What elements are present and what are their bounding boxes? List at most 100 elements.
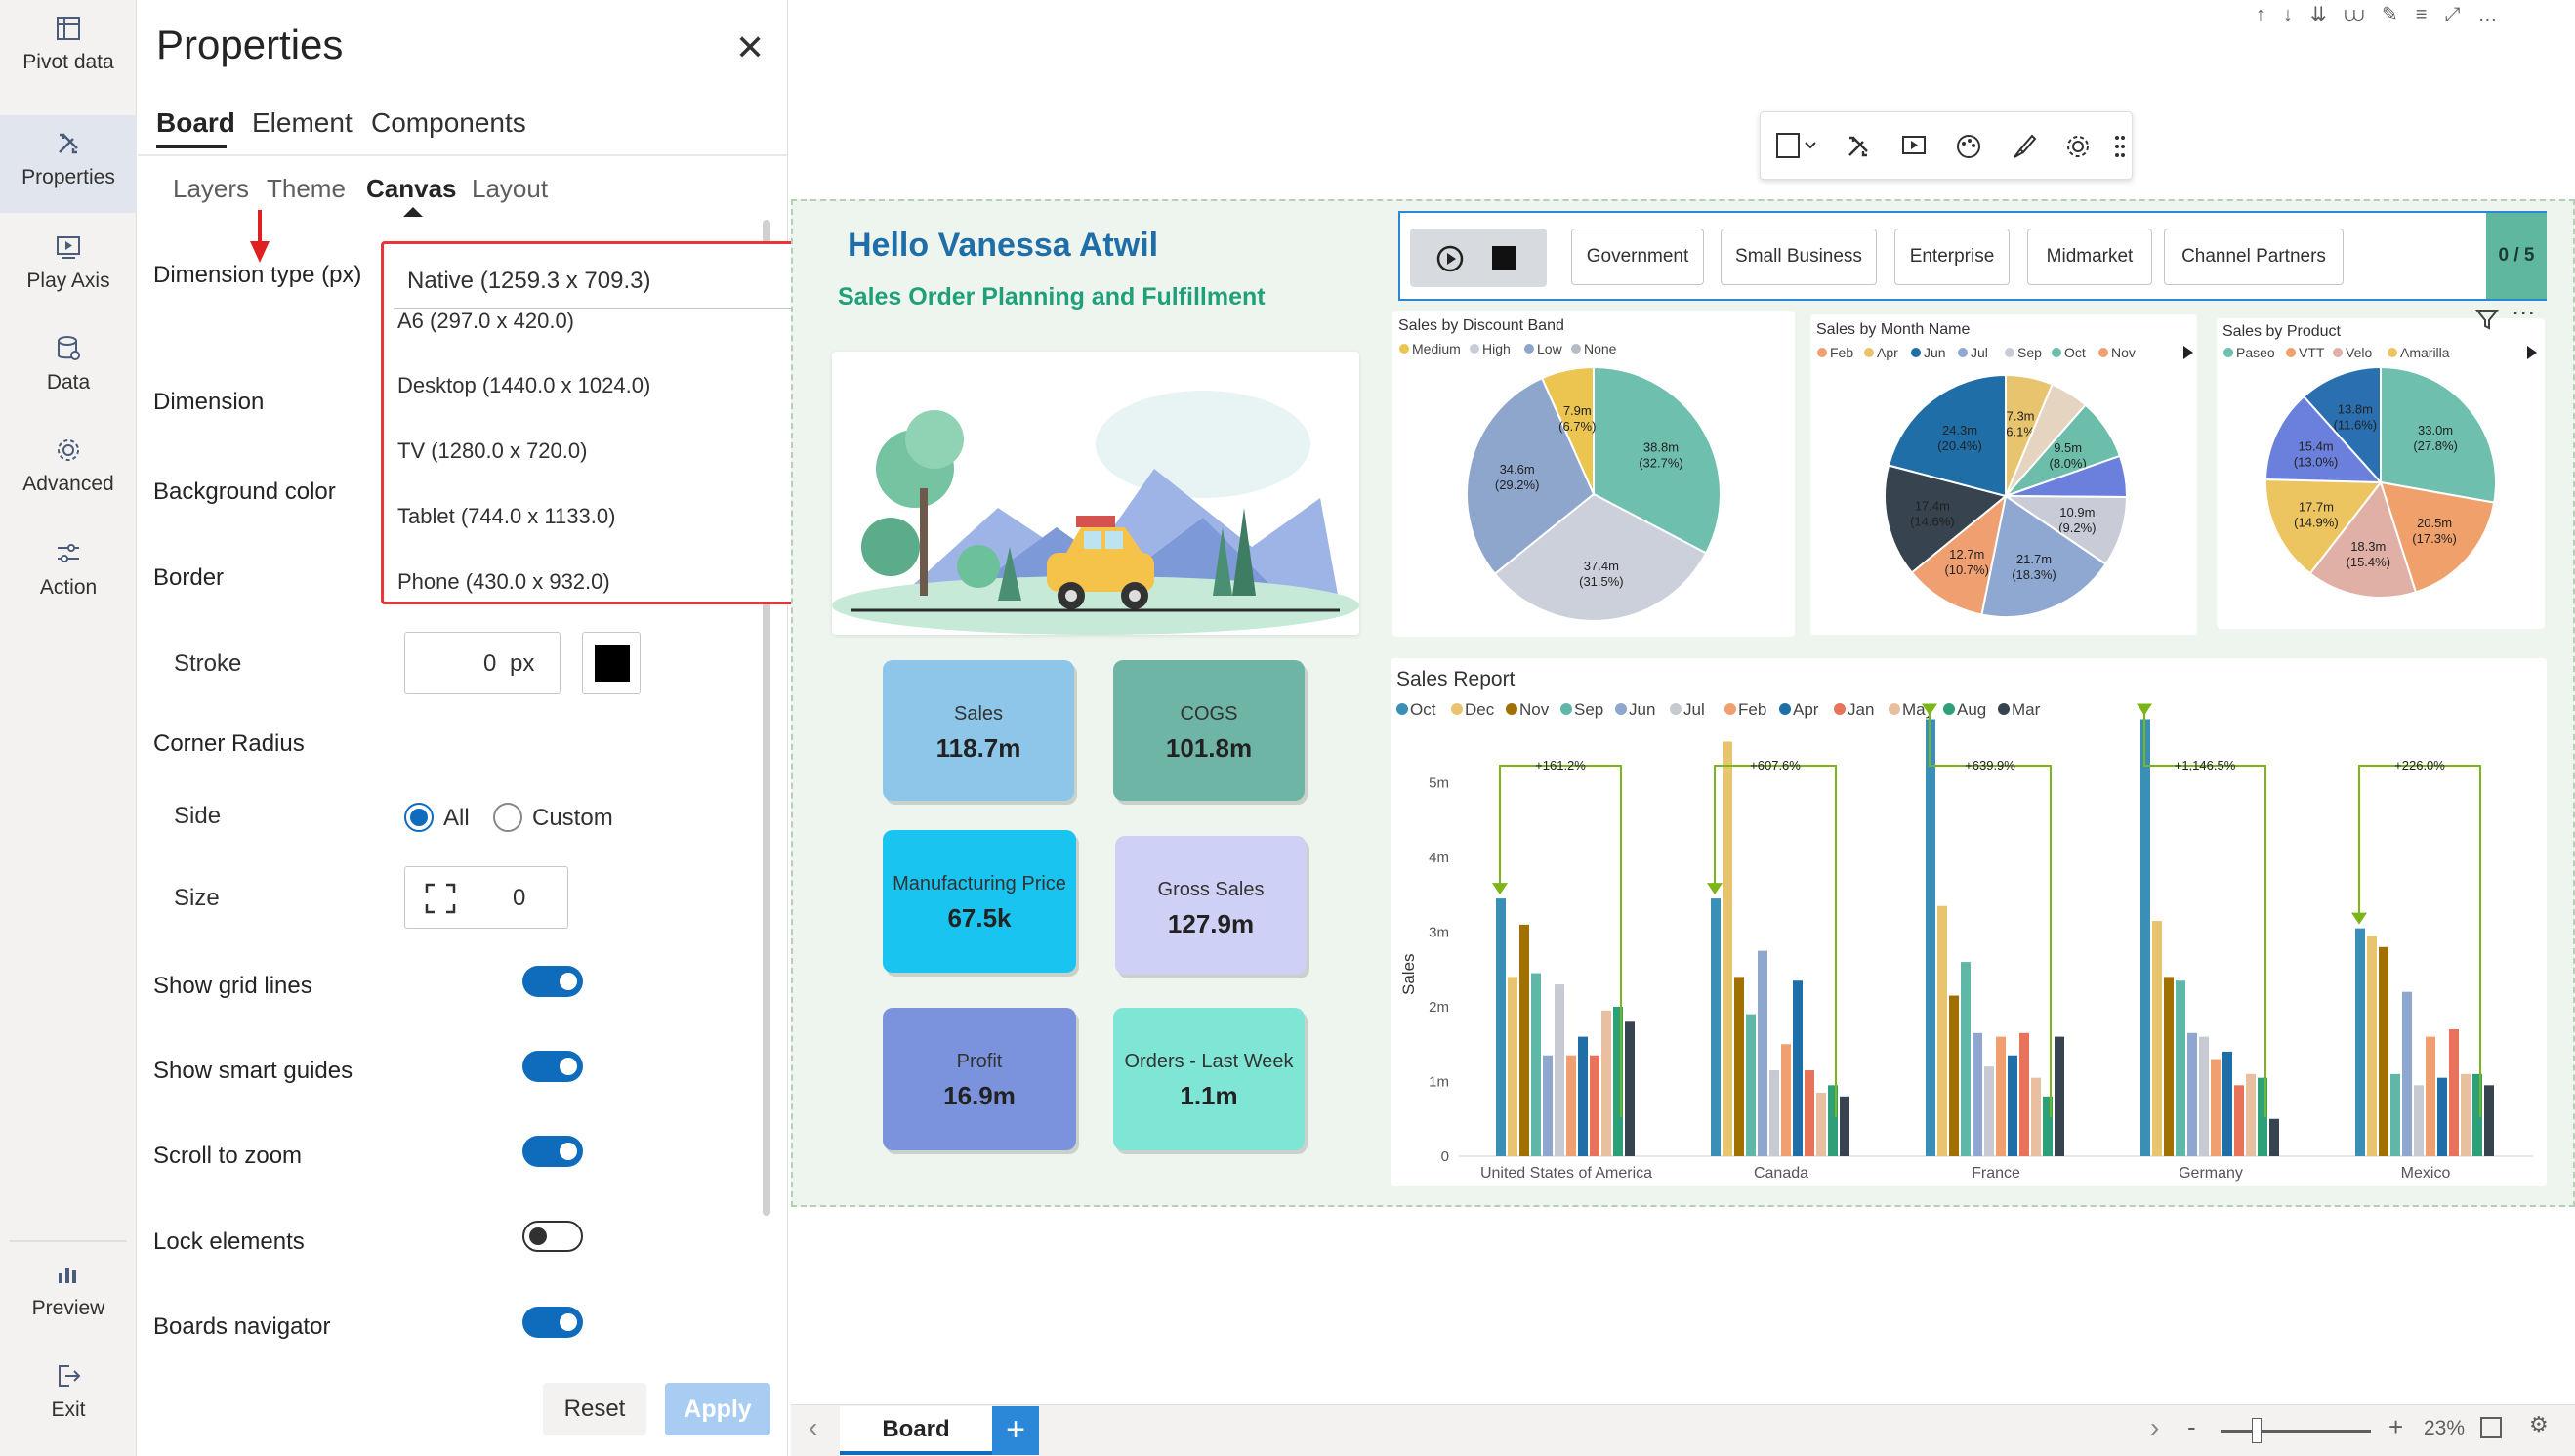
bar[interactable] bbox=[1613, 1007, 1623, 1156]
kpi-card[interactable]: Manufacturing Price 67.5k bbox=[883, 830, 1076, 973]
bar[interactable] bbox=[2402, 991, 2412, 1156]
expand-icon[interactable]: ⤢ bbox=[2444, 4, 2478, 25]
zoom-slider-thumb[interactable] bbox=[2252, 1418, 2262, 1443]
bar[interactable] bbox=[2379, 946, 2388, 1156]
legend-label[interactable]: Sep bbox=[2017, 345, 2042, 360]
segment-button-enterprise[interactable]: Enterprise bbox=[1894, 229, 2010, 285]
legend-label[interactable]: Medium bbox=[1412, 341, 1461, 356]
bar[interactable] bbox=[2426, 1036, 2435, 1156]
stroke-color-swatch[interactable] bbox=[582, 632, 641, 694]
gear-icon[interactable] bbox=[2063, 132, 2093, 161]
double-arrow-icon[interactable]: ⇊ bbox=[2310, 4, 2345, 25]
legend-next-icon[interactable] bbox=[2183, 346, 2193, 359]
bar[interactable] bbox=[1578, 1036, 1588, 1156]
pie-slice[interactable] bbox=[1540, 365, 1595, 495]
bar[interactable] bbox=[1723, 741, 1732, 1156]
chevron-right-icon[interactable]: › bbox=[2150, 1412, 2160, 1442]
bar[interactable] bbox=[2437, 1077, 2447, 1156]
add-tab-button[interactable]: + bbox=[992, 1406, 1039, 1455]
bar[interactable] bbox=[1746, 1014, 1756, 1156]
bar[interactable] bbox=[1828, 1085, 1838, 1156]
bar[interactable] bbox=[1840, 1096, 1849, 1156]
pie-slice[interactable] bbox=[1466, 376, 1596, 576]
stop-icon[interactable] bbox=[1492, 246, 1516, 270]
pie-slice[interactable] bbox=[2264, 478, 2384, 575]
legend-label[interactable]: Feb bbox=[1830, 345, 1853, 360]
brush-icon[interactable] bbox=[2009, 132, 2038, 161]
bar[interactable] bbox=[1996, 1036, 2006, 1156]
legend-label[interactable]: Aug bbox=[1957, 700, 1986, 719]
pie-slice[interactable] bbox=[2302, 365, 2382, 485]
zoom-out-icon[interactable]: - bbox=[2187, 1412, 2196, 1441]
legend-label[interactable]: Amarilla bbox=[2400, 345, 2450, 360]
more-icon[interactable]: … bbox=[2477, 4, 2515, 25]
bar[interactable] bbox=[1519, 924, 1529, 1156]
pie-slice[interactable] bbox=[1493, 492, 1708, 622]
legend-label[interactable]: Feb bbox=[1738, 700, 1766, 719]
bar[interactable] bbox=[2355, 928, 2365, 1156]
bar[interactable] bbox=[2367, 936, 2377, 1156]
pie-slice[interactable] bbox=[1884, 464, 2009, 574]
bar[interactable] bbox=[1793, 980, 1803, 1156]
legend-label[interactable]: Apr bbox=[1877, 345, 1898, 360]
pie-slice[interactable] bbox=[2380, 365, 2497, 504]
play-axis-icon[interactable] bbox=[1899, 132, 1929, 161]
legend-label[interactable]: None bbox=[1584, 341, 1617, 356]
bar[interactable] bbox=[1496, 898, 1506, 1156]
chevron-left-icon[interactable]: ‹ bbox=[809, 1412, 818, 1442]
replay-icon[interactable] bbox=[1433, 242, 1467, 275]
bar[interactable] bbox=[2234, 1085, 2244, 1156]
settings-small-icon[interactable]: ⚙ bbox=[2529, 1412, 2549, 1436]
bar[interactable] bbox=[2140, 719, 2150, 1156]
bar[interactable] bbox=[2199, 1036, 2209, 1156]
legend-next-icon[interactable] bbox=[2527, 346, 2537, 359]
bar[interactable] bbox=[2187, 1032, 2197, 1156]
bar[interactable] bbox=[1531, 973, 1541, 1156]
legend-label[interactable]: Mar bbox=[2012, 700, 2041, 719]
subtab-theme[interactable]: Theme bbox=[267, 174, 346, 203]
bar[interactable] bbox=[1758, 950, 1767, 1156]
show-grid-lines-toggle[interactable] bbox=[522, 966, 583, 997]
bar[interactable] bbox=[2152, 921, 2162, 1156]
legend-label[interactable]: Apr bbox=[1793, 700, 1819, 719]
fit-page-icon[interactable] bbox=[2480, 1417, 2502, 1438]
segment-button-channel-partners[interactable]: Channel Partners bbox=[2164, 229, 2344, 285]
bar[interactable] bbox=[2449, 1028, 2459, 1156]
kpi-card[interactable]: COGS 101.8m bbox=[1113, 660, 1305, 801]
bar[interactable] bbox=[1625, 1021, 1635, 1156]
select-icon[interactable] bbox=[1774, 130, 1819, 163]
pin-icon[interactable]: ✎ bbox=[2382, 4, 2416, 25]
bar[interactable] bbox=[1543, 1055, 1553, 1156]
legend-label[interactable]: Low bbox=[1537, 341, 1563, 356]
bar[interactable] bbox=[1566, 1055, 1576, 1156]
pie-slice[interactable] bbox=[2308, 479, 2418, 599]
rail-item-play-axis[interactable]: Play Axis bbox=[0, 232, 137, 311]
bar[interactable] bbox=[1984, 1066, 1994, 1156]
bar[interactable] bbox=[2258, 1077, 2267, 1156]
bar[interactable] bbox=[2484, 1085, 2494, 1156]
legend-label[interactable]: Nov bbox=[1519, 700, 1550, 719]
filter-icon[interactable] bbox=[2474, 307, 2500, 332]
bar[interactable] bbox=[1555, 984, 1564, 1156]
kpi-card[interactable]: Gross Sales 127.9m bbox=[1115, 836, 1307, 975]
panel-scrollbar[interactable] bbox=[763, 220, 770, 1216]
bar[interactable] bbox=[1711, 898, 1721, 1156]
rail-item-properties[interactable]: Properties bbox=[0, 115, 137, 213]
bar[interactable] bbox=[1973, 1032, 1982, 1156]
kpi-card[interactable]: Sales 118.7m bbox=[883, 660, 1074, 801]
bar[interactable] bbox=[2176, 980, 2185, 1156]
arrow-down-icon[interactable]: ↓ bbox=[2283, 4, 2310, 25]
legend-label[interactable]: VTT bbox=[2299, 345, 2325, 360]
bar[interactable] bbox=[1601, 1010, 1611, 1156]
legend-label[interactable]: Jan bbox=[1848, 700, 1874, 719]
pie-slice[interactable] bbox=[2379, 480, 2496, 594]
pie-slice[interactable] bbox=[2264, 395, 2384, 484]
bar[interactable] bbox=[2461, 1073, 2471, 1156]
close-icon[interactable]: ✕ bbox=[735, 27, 766, 67]
bar[interactable] bbox=[1937, 905, 1947, 1156]
bar[interactable] bbox=[2246, 1073, 2256, 1156]
legend-label[interactable]: Oct bbox=[1410, 700, 1436, 719]
bar[interactable] bbox=[2211, 1059, 2221, 1156]
legend-label[interactable]: Dec bbox=[1465, 700, 1495, 719]
bar[interactable] bbox=[2019, 1032, 2029, 1156]
